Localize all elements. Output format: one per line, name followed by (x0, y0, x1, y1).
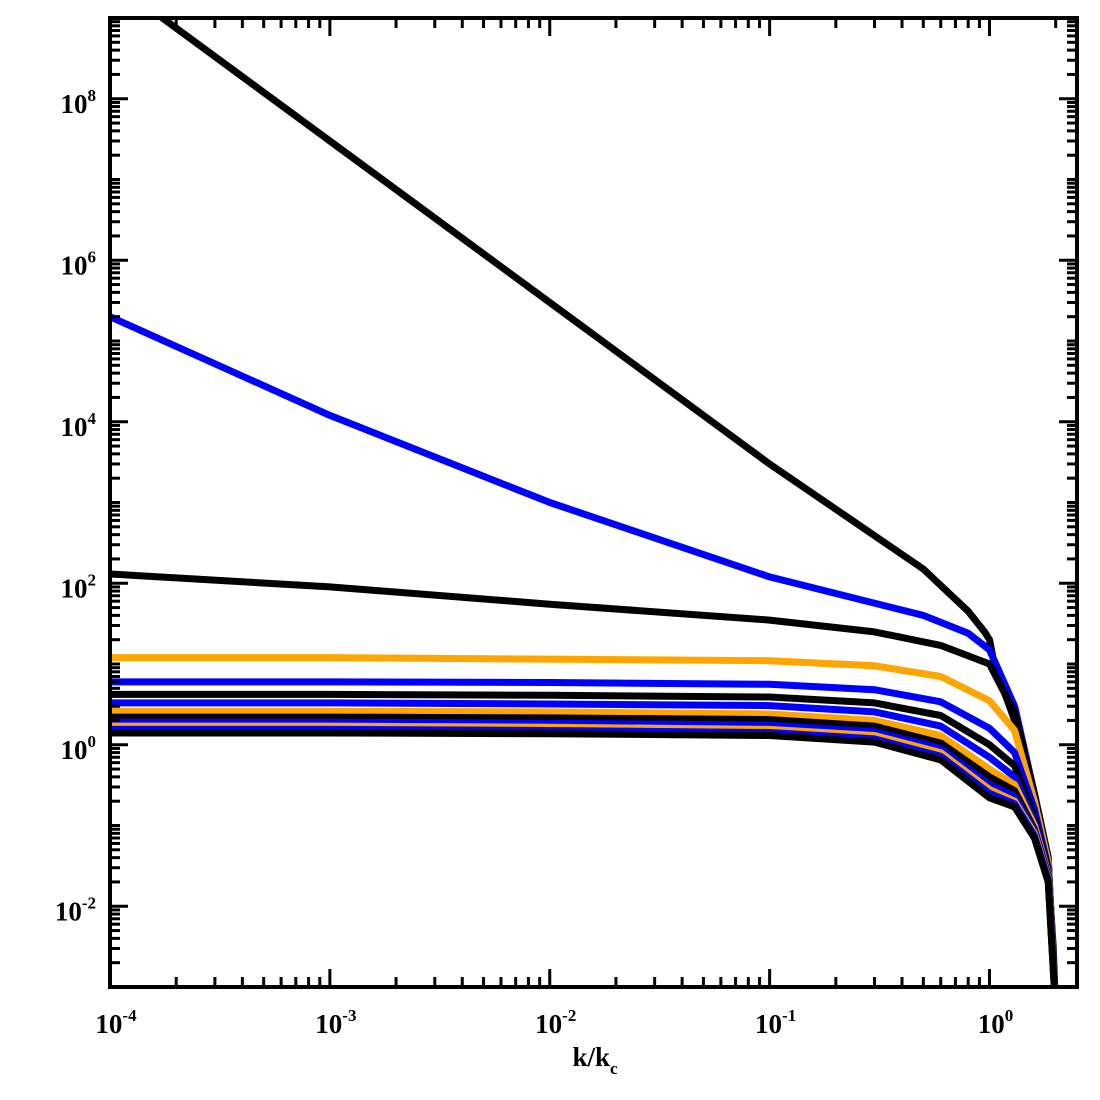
y-tick-label: 108 (61, 86, 97, 119)
y-tick-label: 10-2 (55, 893, 96, 926)
series-layer (110, 18, 1059, 987)
x-tick-label: 10-2 (535, 1006, 576, 1039)
y-tick-label: 106 (61, 247, 97, 280)
x-tick-label: 10-1 (755, 1006, 796, 1039)
x-tick-label: 100 (978, 1006, 1014, 1039)
y-tick-label: 104 (61, 409, 97, 442)
labels-layer: 10-4 10-3 10-2 10-1 100 10-2 100 102 104 106 108 (55, 86, 1013, 1039)
x-axis-title: k/kc (572, 1042, 618, 1078)
series-line-13 (110, 729, 1058, 987)
x-tick-label: 10-3 (315, 1006, 356, 1039)
y-tick-label: 100 (61, 732, 97, 765)
x-axis-title-base: k/k (572, 1042, 610, 1072)
y-tick-label: 102 (61, 570, 97, 603)
x-axis-title-subscript: c (610, 1059, 618, 1078)
x-tick-label: 10-4 (95, 1006, 137, 1039)
plot-frame (108, 16, 1079, 989)
